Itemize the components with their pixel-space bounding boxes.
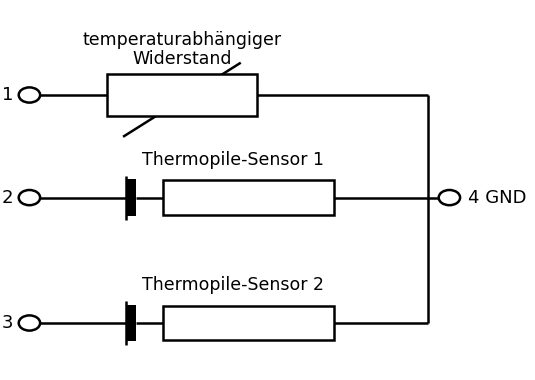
- Circle shape: [19, 87, 40, 103]
- Bar: [126, 305, 136, 341]
- Text: 1: 1: [2, 86, 13, 104]
- Text: Thermopile-Sensor 1: Thermopile-Sensor 1: [142, 151, 324, 169]
- Text: 3: 3: [2, 314, 13, 332]
- Circle shape: [19, 190, 40, 205]
- Text: 4 GND: 4 GND: [468, 188, 526, 207]
- Text: 2: 2: [2, 188, 13, 207]
- Bar: [126, 179, 136, 216]
- Text: Thermopile-Sensor 2: Thermopile-Sensor 2: [142, 277, 324, 294]
- Bar: [163, 306, 334, 340]
- Circle shape: [439, 190, 460, 205]
- Bar: [163, 180, 334, 215]
- Text: Widerstand: Widerstand: [132, 51, 232, 68]
- Bar: [107, 74, 257, 116]
- Text: temperaturabhängiger: temperaturabhängiger: [82, 32, 281, 49]
- Circle shape: [19, 315, 40, 331]
